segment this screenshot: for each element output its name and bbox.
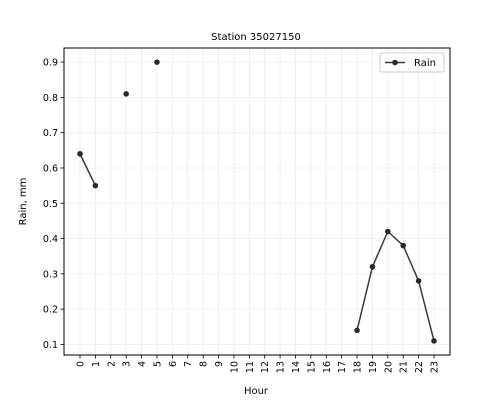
legend-marker-swatch (392, 59, 398, 66)
x-tick-label: 2 (106, 361, 117, 367)
y-tick-label: 0.5 (43, 199, 58, 210)
data-point-hour-22 (415, 278, 422, 284)
y-tick-label: 0.2 (43, 305, 58, 316)
y-tick-label: 0.8 (43, 93, 58, 104)
x-tick-label: 4 (137, 361, 148, 367)
legend-box (379, 52, 445, 73)
legend: Rain (379, 52, 445, 73)
x-tick-label: 0 (76, 361, 87, 367)
series-line-segment (387, 230, 404, 247)
legend-label-rain: Rain (414, 58, 436, 69)
x-tick-label: 10 (229, 361, 240, 373)
x-tick-label: 15 (306, 361, 317, 373)
data-point-hour-21 (400, 242, 407, 249)
series-line-segment (402, 245, 420, 282)
y-tick-label: 0.1 (43, 340, 58, 351)
y-tick-label: 0.7 (43, 128, 58, 139)
y-axis-label: Rain, mm (18, 178, 29, 226)
x-tick-label: 18 (353, 361, 364, 373)
y-tick-label: 0.9 (43, 58, 58, 69)
series-line-segment (371, 231, 389, 268)
data-point-hour-23 (431, 338, 437, 344)
x-tick-label: 13 (276, 361, 287, 373)
x-tick-label: 9 (214, 361, 225, 367)
x-tick-label: 1 (91, 361, 102, 367)
data-point-hour-0 (77, 151, 83, 157)
series-line-segment (79, 153, 97, 186)
y-tick-label: 0.3 (43, 269, 58, 280)
x-tick-label: 12 (260, 361, 271, 373)
plot-frame (63, 47, 451, 356)
data-point-hour-1 (92, 182, 99, 189)
data-point-hour-5 (154, 59, 160, 65)
x-tick-label: 19 (368, 361, 379, 373)
x-axis-label: Hour (244, 386, 269, 397)
x-tick-label: 5 (152, 361, 163, 367)
data-point-hour-3 (123, 91, 129, 97)
x-tick-label: 8 (199, 361, 210, 367)
y-tick-label: 0.4 (43, 234, 58, 245)
data-point-hour-20 (385, 228, 391, 235)
x-tick-label: 16 (322, 361, 333, 373)
data-point-hour-18 (354, 327, 360, 334)
series-line-segment (417, 280, 435, 342)
y-axis: 0.1 0.2 0.3 0.4 0.5 0.6 0.7 0.8 0.9 (43, 58, 64, 351)
x-tick-label: 14 (291, 361, 302, 373)
chart-title: Station 35027150 (211, 32, 301, 43)
data-point-hour-19 (369, 263, 376, 270)
grid (64, 48, 450, 355)
x-tick-label: 6 (168, 361, 179, 367)
x-tick-label: 20 (383, 361, 394, 373)
x-tick-label: 7 (183, 361, 194, 367)
x-tick-label: 22 (414, 361, 425, 373)
x-tick-label: 11 (245, 361, 256, 373)
x-tick-label: 17 (337, 361, 348, 373)
x-axis: 0 1 2 3 4 5 6 7 8 9 10 11 12 13 14 15 16 17 18 19 20 21 22 23 (76, 355, 441, 373)
x-tick-label: 3 (122, 361, 133, 367)
x-tick-label: 23 (430, 361, 441, 373)
series-line-segment (356, 266, 374, 331)
y-tick-label: 0.6 (43, 163, 58, 174)
plot-area (77, 59, 437, 344)
x-tick-label: 21 (399, 361, 410, 373)
